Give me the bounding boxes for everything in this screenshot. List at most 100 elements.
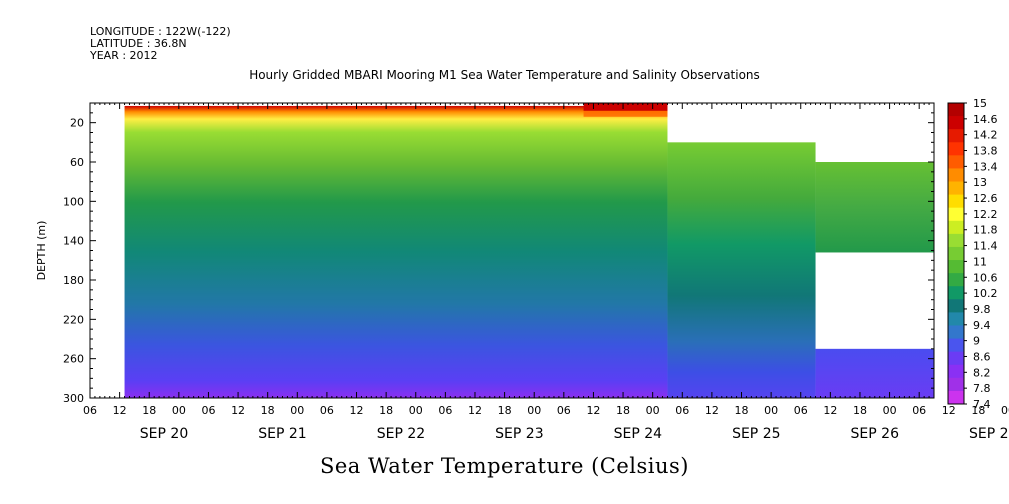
colorbar-swatch xyxy=(948,142,964,156)
x-hour-label: 18 xyxy=(379,404,393,417)
colorbar-label: 11 xyxy=(973,255,987,268)
x-hour-label: 00 xyxy=(527,404,541,417)
colorbar-swatch xyxy=(948,246,964,261)
y-tick-label: 300 xyxy=(63,392,84,405)
data-block-sep26-upper xyxy=(815,162,934,253)
colorbar-swatch xyxy=(948,299,964,313)
colorbar-label: 10.6 xyxy=(973,271,998,284)
x-hour-label: 18 xyxy=(971,404,985,417)
y-tick-label: 60 xyxy=(70,156,84,169)
x-hour-label: 12 xyxy=(586,404,600,417)
colorbar-swatch xyxy=(948,325,964,340)
colorbar-swatch xyxy=(948,129,964,143)
x-day-label: SEP 22 xyxy=(377,426,425,442)
colorbar-label: 8.2 xyxy=(973,366,991,379)
colorbar-swatch xyxy=(948,233,964,248)
x-hour-label: 18 xyxy=(853,404,867,417)
colorbar-label: 13 xyxy=(973,176,987,189)
colorbar-label: 9.8 xyxy=(973,303,991,316)
year-label: YEAR : 2012 xyxy=(90,49,158,62)
y-tick-label: 20 xyxy=(70,117,84,130)
colorbar-frame xyxy=(947,102,965,405)
colorbar-swatch xyxy=(948,207,964,222)
colorbar-swatch xyxy=(948,273,964,287)
colorbar-swatch xyxy=(948,155,964,169)
x-hour-label: 12 xyxy=(942,404,956,417)
x-day-label: SEP 21 xyxy=(258,426,306,442)
x-hour-label: 00 xyxy=(764,404,778,417)
colorbar-swatch xyxy=(948,103,964,117)
x-day-label: SEP 20 xyxy=(140,426,188,442)
x-hour-label: 00 xyxy=(172,404,186,417)
colorbar-label: 9.4 xyxy=(973,319,991,332)
colorbar-swatch xyxy=(948,312,964,326)
data-block-sep26-lower xyxy=(815,348,934,398)
colorbar-label: 7.8 xyxy=(973,382,991,395)
x-hour-label: 12 xyxy=(113,404,127,417)
colorbar-swatch xyxy=(948,390,964,405)
x-hour-label: 18 xyxy=(735,404,749,417)
colorbar-swatch xyxy=(948,351,964,366)
surface-warm-patch xyxy=(583,103,668,111)
colorbar-label: 14.6 xyxy=(973,113,998,126)
x-hour-label: 18 xyxy=(498,404,512,417)
colorbar-swatch xyxy=(948,260,964,274)
colorbar-label: 7.4 xyxy=(973,398,991,411)
x-hour-label: 06 xyxy=(320,404,334,417)
y-tick-label: 140 xyxy=(63,235,84,248)
colorbar-label: 14.2 xyxy=(973,129,998,142)
x-day-label: SEP 24 xyxy=(614,426,663,442)
x-day-label: SEP 23 xyxy=(495,426,543,442)
x-hour-label: 06 xyxy=(557,404,571,417)
x-hour-label: 12 xyxy=(823,404,837,417)
colorbar-swatch xyxy=(948,364,964,379)
colorbar-label: 11.8 xyxy=(973,224,998,237)
x-hour-label: 00 xyxy=(290,404,304,417)
colorbar-swatch xyxy=(948,181,964,196)
latitude-label: LATITUDE : 36.8N xyxy=(90,37,187,50)
colorbar-label: 12.6 xyxy=(973,192,998,205)
x-axis-title: Sea Water Temperature (Celsius) xyxy=(319,454,689,478)
x-hour-label: 06 xyxy=(675,404,689,417)
x-hour-label: 00 xyxy=(883,404,897,417)
x-hour-label: 12 xyxy=(350,404,364,417)
x-hour-label: 18 xyxy=(142,404,156,417)
x-hour-label: 18 xyxy=(616,404,630,417)
colorbar-swatch xyxy=(948,286,964,300)
colorbar-label: 13.4 xyxy=(973,160,998,173)
longitude-label: LONGITUDE : 122W(-122) xyxy=(90,25,231,38)
x-hour-label: 12 xyxy=(468,404,482,417)
colorbar-swatch xyxy=(948,194,964,209)
x-hour-label: 12 xyxy=(231,404,245,417)
colorbar-label: 8.6 xyxy=(973,350,991,363)
chart-title: Hourly Gridded MBARI Mooring M1 Sea Wate… xyxy=(249,68,760,82)
x-hour-label: 06 xyxy=(438,404,452,417)
colorbar-label: 9 xyxy=(973,335,980,348)
x-day-label: SEP 26 xyxy=(851,426,900,442)
x-hour-label: 00 xyxy=(409,404,423,417)
y-tick-label: 220 xyxy=(63,313,84,326)
x-day-label: SEP 27 xyxy=(969,426,1009,442)
x-hour-label: 00 xyxy=(646,404,660,417)
y-tick-label: 180 xyxy=(63,274,84,287)
colorbar-swatch xyxy=(948,116,964,130)
x-hour-label: 06 xyxy=(83,404,97,417)
colorbar-label: 15 xyxy=(973,97,987,110)
colorbar-swatch xyxy=(948,220,964,235)
x-hour-label: 00 xyxy=(1001,404,1009,417)
x-hour-label: 06 xyxy=(912,404,926,417)
colorbar-label: 13.8 xyxy=(973,145,998,158)
data-block-sep25-sep26 xyxy=(667,142,816,398)
colorbar-swatch xyxy=(948,377,964,392)
x-hour-label: 18 xyxy=(261,404,275,417)
colorbar-label: 12.2 xyxy=(973,208,998,221)
y-tick-label: 100 xyxy=(63,195,84,208)
y-axis-title: DEPTH (m) xyxy=(35,221,48,281)
x-hour-label: 12 xyxy=(705,404,719,417)
data-block-sep20-sep25 xyxy=(124,105,668,398)
x-hour-label: 06 xyxy=(201,404,215,417)
colorbar-swatch xyxy=(948,168,964,183)
colorbar-label: 11.4 xyxy=(973,240,998,253)
x-day-label: SEP 25 xyxy=(732,426,780,442)
